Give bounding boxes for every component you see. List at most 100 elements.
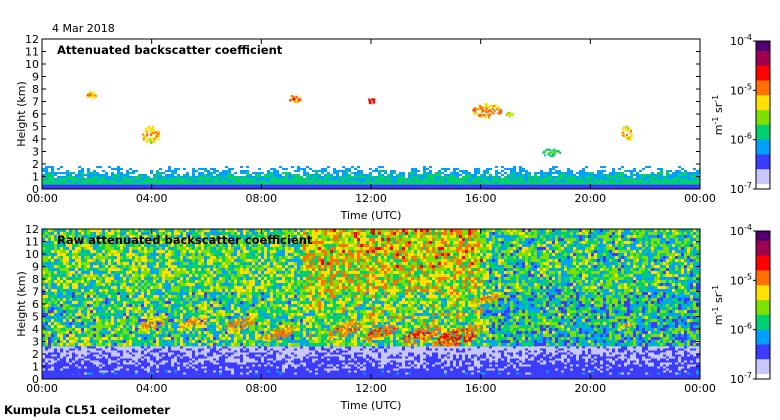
colorbar-segment: [756, 154, 770, 158]
chart-title: Raw attenuated backscatter coefficient: [57, 233, 313, 247]
colorbar-segment: [756, 139, 770, 143]
colorbar-segment: [756, 263, 770, 267]
colorbar-segment: [756, 70, 770, 74]
colorbar-segment: [756, 248, 770, 252]
y-tick-label: 5: [32, 311, 39, 324]
colorbar-segment: [756, 107, 770, 111]
colorbar-segment: [756, 41, 770, 45]
colorbar-segment: [756, 124, 770, 128]
plot-background: [42, 39, 700, 189]
colorbar-segment: [756, 142, 770, 146]
colorbar-segment: [756, 179, 770, 183]
colorbar-segment: [756, 282, 770, 286]
x-tick-label: 08:00: [245, 192, 277, 205]
colorbar-segment: [756, 329, 770, 333]
y-tick-label: 7: [32, 286, 39, 299]
colorbar-segment: [756, 122, 770, 126]
colorbar-segment: [756, 285, 770, 289]
colorbar-segment: [756, 361, 770, 365]
y-tick-label: 1: [32, 171, 39, 184]
colorbar-segment: [756, 327, 770, 331]
colorbar-segment: [756, 258, 770, 262]
colorbar-segment: [756, 344, 770, 348]
colorbar-segment: [756, 270, 770, 274]
x-tick-label: 20:00: [574, 382, 606, 395]
colorbar-segment: [756, 115, 770, 119]
y-axis-label: Height (km): [15, 81, 28, 147]
colorbar-segment: [756, 356, 770, 360]
colorbar-tick-label: 10-4: [730, 33, 752, 48]
colorbar-segment: [756, 314, 770, 318]
colorbar-segment: [756, 78, 770, 82]
colorbar-segment: [756, 129, 770, 133]
x-tick-label: 12:00: [355, 382, 387, 395]
y-tick-label: 0: [32, 183, 39, 196]
colorbar-unit-label: m-1 sr-1: [711, 285, 725, 325]
colorbar-segment: [756, 119, 770, 123]
y-tick-label: 12: [25, 33, 39, 46]
colorbar: 10-4 10-5 10-6 10-7 m-1 sr-1: [711, 223, 771, 386]
y-tick-label: 0: [32, 373, 39, 386]
colorbar-segment: [756, 342, 770, 346]
feature-fallstreak: [401, 324, 441, 345]
colorbar-segment: [756, 174, 770, 178]
colorbar-frame: [755, 40, 771, 190]
colorbar-segment: [756, 366, 770, 370]
colorbar-segment: [756, 317, 770, 321]
x-tick-label: 00:00: [26, 192, 58, 205]
feature-fallstreak: [474, 292, 499, 305]
colorbar-segment: [756, 127, 770, 131]
x-tick-label: 00:00: [684, 192, 716, 205]
colorbar-segment: [756, 275, 770, 279]
colorbar: 10-4 10-5 10-6 10-7 m-1 sr-1: [711, 33, 771, 196]
feature-cloud: [289, 95, 302, 104]
colorbar-segment: [756, 297, 770, 301]
y-tick-label: 1: [32, 361, 39, 374]
colorbar-segment: [756, 245, 770, 249]
colorbar-segment: [756, 277, 770, 281]
colorbar-segment: [756, 346, 770, 350]
y-tick-label: 5: [32, 121, 39, 134]
colorbar-segment: [756, 250, 770, 254]
colorbar-segment: [756, 371, 770, 375]
y-tick-label: 10: [25, 248, 39, 261]
colorbar-segment: [756, 164, 770, 168]
date-label: 4 Mar 2018: [52, 22, 115, 35]
colorbar-segment: [756, 53, 770, 57]
colorbar-segment: [756, 152, 770, 156]
colorbar-segment: [756, 265, 770, 269]
x-tick-label: 04:00: [136, 382, 168, 395]
feature-fallstreak: [138, 315, 169, 332]
colorbar-segment: [756, 90, 770, 94]
colorbar-segment: [756, 102, 770, 106]
y-tick-label: 11: [25, 46, 39, 59]
colorbar-segment: [756, 364, 770, 368]
chart-title: Attenuated backscatter coefficient: [57, 43, 283, 57]
colorbar-segment: [756, 292, 770, 296]
x-tick-label: 16:00: [465, 382, 497, 395]
colorbar-segment: [756, 87, 770, 91]
colorbar-segment: [756, 73, 770, 77]
chart-panel-2: 00:00 04:00 08:00 12:00 16:00 20:00 00:0001234…: [15, 223, 771, 412]
colorbar-segment: [756, 184, 770, 188]
y-tick-label: 8: [32, 83, 39, 96]
colorbar-segment: [756, 149, 770, 153]
colorbar-segment: [756, 332, 770, 336]
colorbar-segment: [756, 92, 770, 96]
feature-cloud: [505, 112, 514, 118]
colorbar-tick-label: 10-6: [730, 322, 752, 337]
colorbar-segment: [756, 45, 770, 49]
feature-cloud: [368, 98, 376, 105]
feature-surface-layer: [42, 346, 700, 379]
colorbar-segment: [756, 85, 770, 89]
feature-fallstreak: [328, 320, 363, 340]
colorbar-unit-label: m-1 sr-1: [711, 95, 725, 135]
colorbar-segment: [756, 354, 770, 358]
feature-fallstreak: [178, 314, 210, 330]
colorbar-segment: [756, 376, 770, 380]
colorbar-segment: [756, 280, 770, 284]
colorbar-segment: [756, 307, 770, 311]
colorbar-segment: [756, 169, 770, 173]
colorbar-segment: [756, 80, 770, 84]
colorbar-segment: [756, 351, 770, 355]
